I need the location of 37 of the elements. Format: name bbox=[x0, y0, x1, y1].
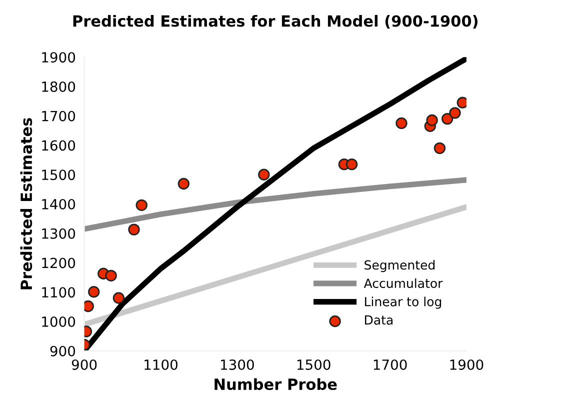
point bbox=[136, 199, 148, 212]
point bbox=[105, 270, 117, 282]
x-tick-label: 1700 bbox=[374, 359, 407, 370]
legend-label: Accumulator bbox=[364, 278, 443, 288]
y-tick-label: 1200 bbox=[42, 258, 76, 268]
point bbox=[112, 292, 125, 304]
point bbox=[396, 117, 408, 130]
y-axis-title: Predicted Estimates bbox=[20, 118, 32, 290]
x-tick-label: 900 bbox=[72, 359, 97, 370]
point bbox=[258, 168, 270, 180]
y-tick-label: 1000 bbox=[42, 316, 76, 327]
legend-label: Data bbox=[365, 315, 393, 325]
legend-label: Linear to log bbox=[365, 296, 442, 309]
y-tick-label: 1700 bbox=[42, 110, 76, 122]
x-tick-label: 1900 bbox=[450, 359, 484, 370]
x-tick-label: 1500 bbox=[297, 359, 330, 370]
x-axis-title: Number Probe bbox=[214, 378, 337, 390]
legend-label: Segmented bbox=[364, 260, 435, 272]
y-tick-label: 1900 bbox=[42, 52, 76, 63]
x-tick-label: 1300 bbox=[221, 359, 254, 370]
point bbox=[178, 178, 190, 190]
y-tick-label: 1400 bbox=[42, 198, 76, 210]
point bbox=[434, 142, 446, 154]
point bbox=[449, 107, 461, 119]
point bbox=[88, 286, 100, 298]
y-tick-label: 1600 bbox=[42, 140, 76, 151]
y-tick-label: 1300 bbox=[42, 228, 76, 239]
point bbox=[346, 158, 358, 170]
point bbox=[426, 114, 438, 126]
x-tick-label: 1100 bbox=[144, 359, 178, 370]
y-tick-label: 1500 bbox=[42, 170, 76, 180]
chart-title: Predicted Estimates for Each Model (900-1900) bbox=[73, 14, 478, 29]
point bbox=[442, 112, 454, 125]
y-tick-label: 1800 bbox=[42, 81, 76, 92]
point bbox=[128, 224, 140, 236]
y-tick-label: 1100 bbox=[42, 287, 76, 298]
y-tick-label: 900 bbox=[50, 346, 76, 356]
